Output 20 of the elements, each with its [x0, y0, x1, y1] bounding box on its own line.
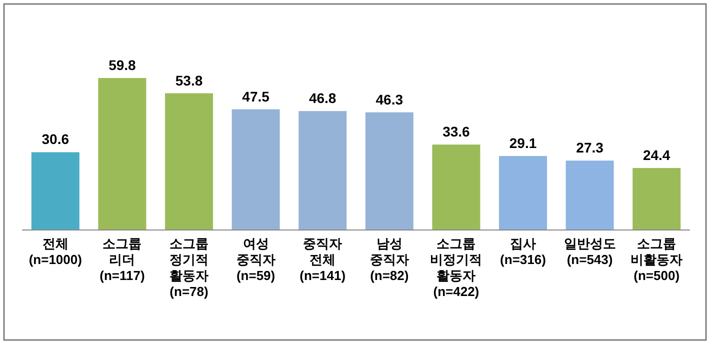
x-tick-label: 여성 중직자 (n=59) — [236, 236, 276, 283]
data-label: 29.1 — [509, 135, 537, 152]
x-tick-label: 전체 (n=1000) — [28, 236, 82, 267]
x-tick-label: 소그룹 리더 (n=117) — [100, 236, 145, 283]
data-label: 59.8 — [108, 57, 136, 73]
x-tick-label: 소그룹 비정기적 활동자 (n=422) — [430, 236, 482, 299]
data-label: 47.5 — [242, 88, 270, 104]
x-tick-label: 남성 중직자 (n=82) — [370, 236, 409, 283]
x-tick-label: 중직자 전체 (n=141) — [300, 236, 346, 283]
data-label: 27.3 — [576, 140, 604, 156]
x-tick-label: 소그룹 비활동자 (n=500) — [630, 236, 683, 283]
data-label: 30.6 — [42, 131, 70, 148]
data-label: 46.3 — [376, 91, 404, 108]
x-tick-label: 집사 (n=316) — [500, 236, 546, 267]
x-tick-label: 소그룹 정기적 활동자 (n=78) — [170, 236, 208, 299]
data-label: 24.4 — [642, 146, 670, 163]
data-label: 53.8 — [175, 72, 203, 88]
x-tick-label: 일반성도 (n=543) — [564, 236, 616, 267]
data-label: 33.6 — [442, 124, 470, 140]
data-label: 46.8 — [308, 90, 336, 106]
